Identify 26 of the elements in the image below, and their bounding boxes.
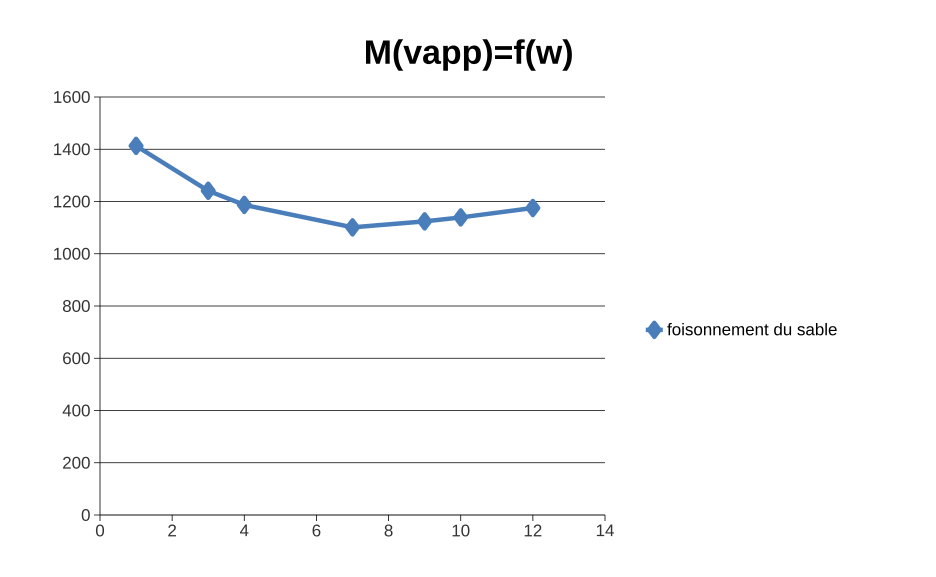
point [525, 198, 540, 218]
x-tick-label: 4 [240, 524, 248, 536]
y-tick-label: 0 [82, 509, 90, 521]
y-tick-label: 400 [62, 404, 90, 416]
y-tick-label: 800 [62, 300, 90, 312]
chart-title: M(vapp)=f(w) [366, 39, 572, 71]
y-tick-label: 1600 [54, 91, 90, 103]
point [345, 218, 360, 237]
y-tick-label: 1200 [54, 196, 90, 208]
point [128, 136, 144, 156]
x-tick-label: 2 [168, 524, 176, 536]
point [453, 208, 468, 227]
legend-label: foisonnement du sable [667, 322, 837, 336]
y-tick-label: 1400 [54, 143, 90, 156]
y-tick-label: 200 [63, 456, 90, 469]
x-tick-label: 10 [452, 524, 470, 537]
x-tick-label: 12 [524, 524, 542, 536]
x-tick-label: 14 [596, 524, 614, 536]
point [200, 182, 216, 200]
x-tick-label: 0 [96, 524, 104, 537]
y-tick-label: 600 [63, 352, 90, 364]
point [417, 212, 432, 231]
point [236, 196, 252, 214]
y-tick-label: 1000 [54, 248, 90, 260]
x-tick-label: 8 [384, 524, 393, 537]
x-tick-label: 6 [312, 524, 320, 537]
